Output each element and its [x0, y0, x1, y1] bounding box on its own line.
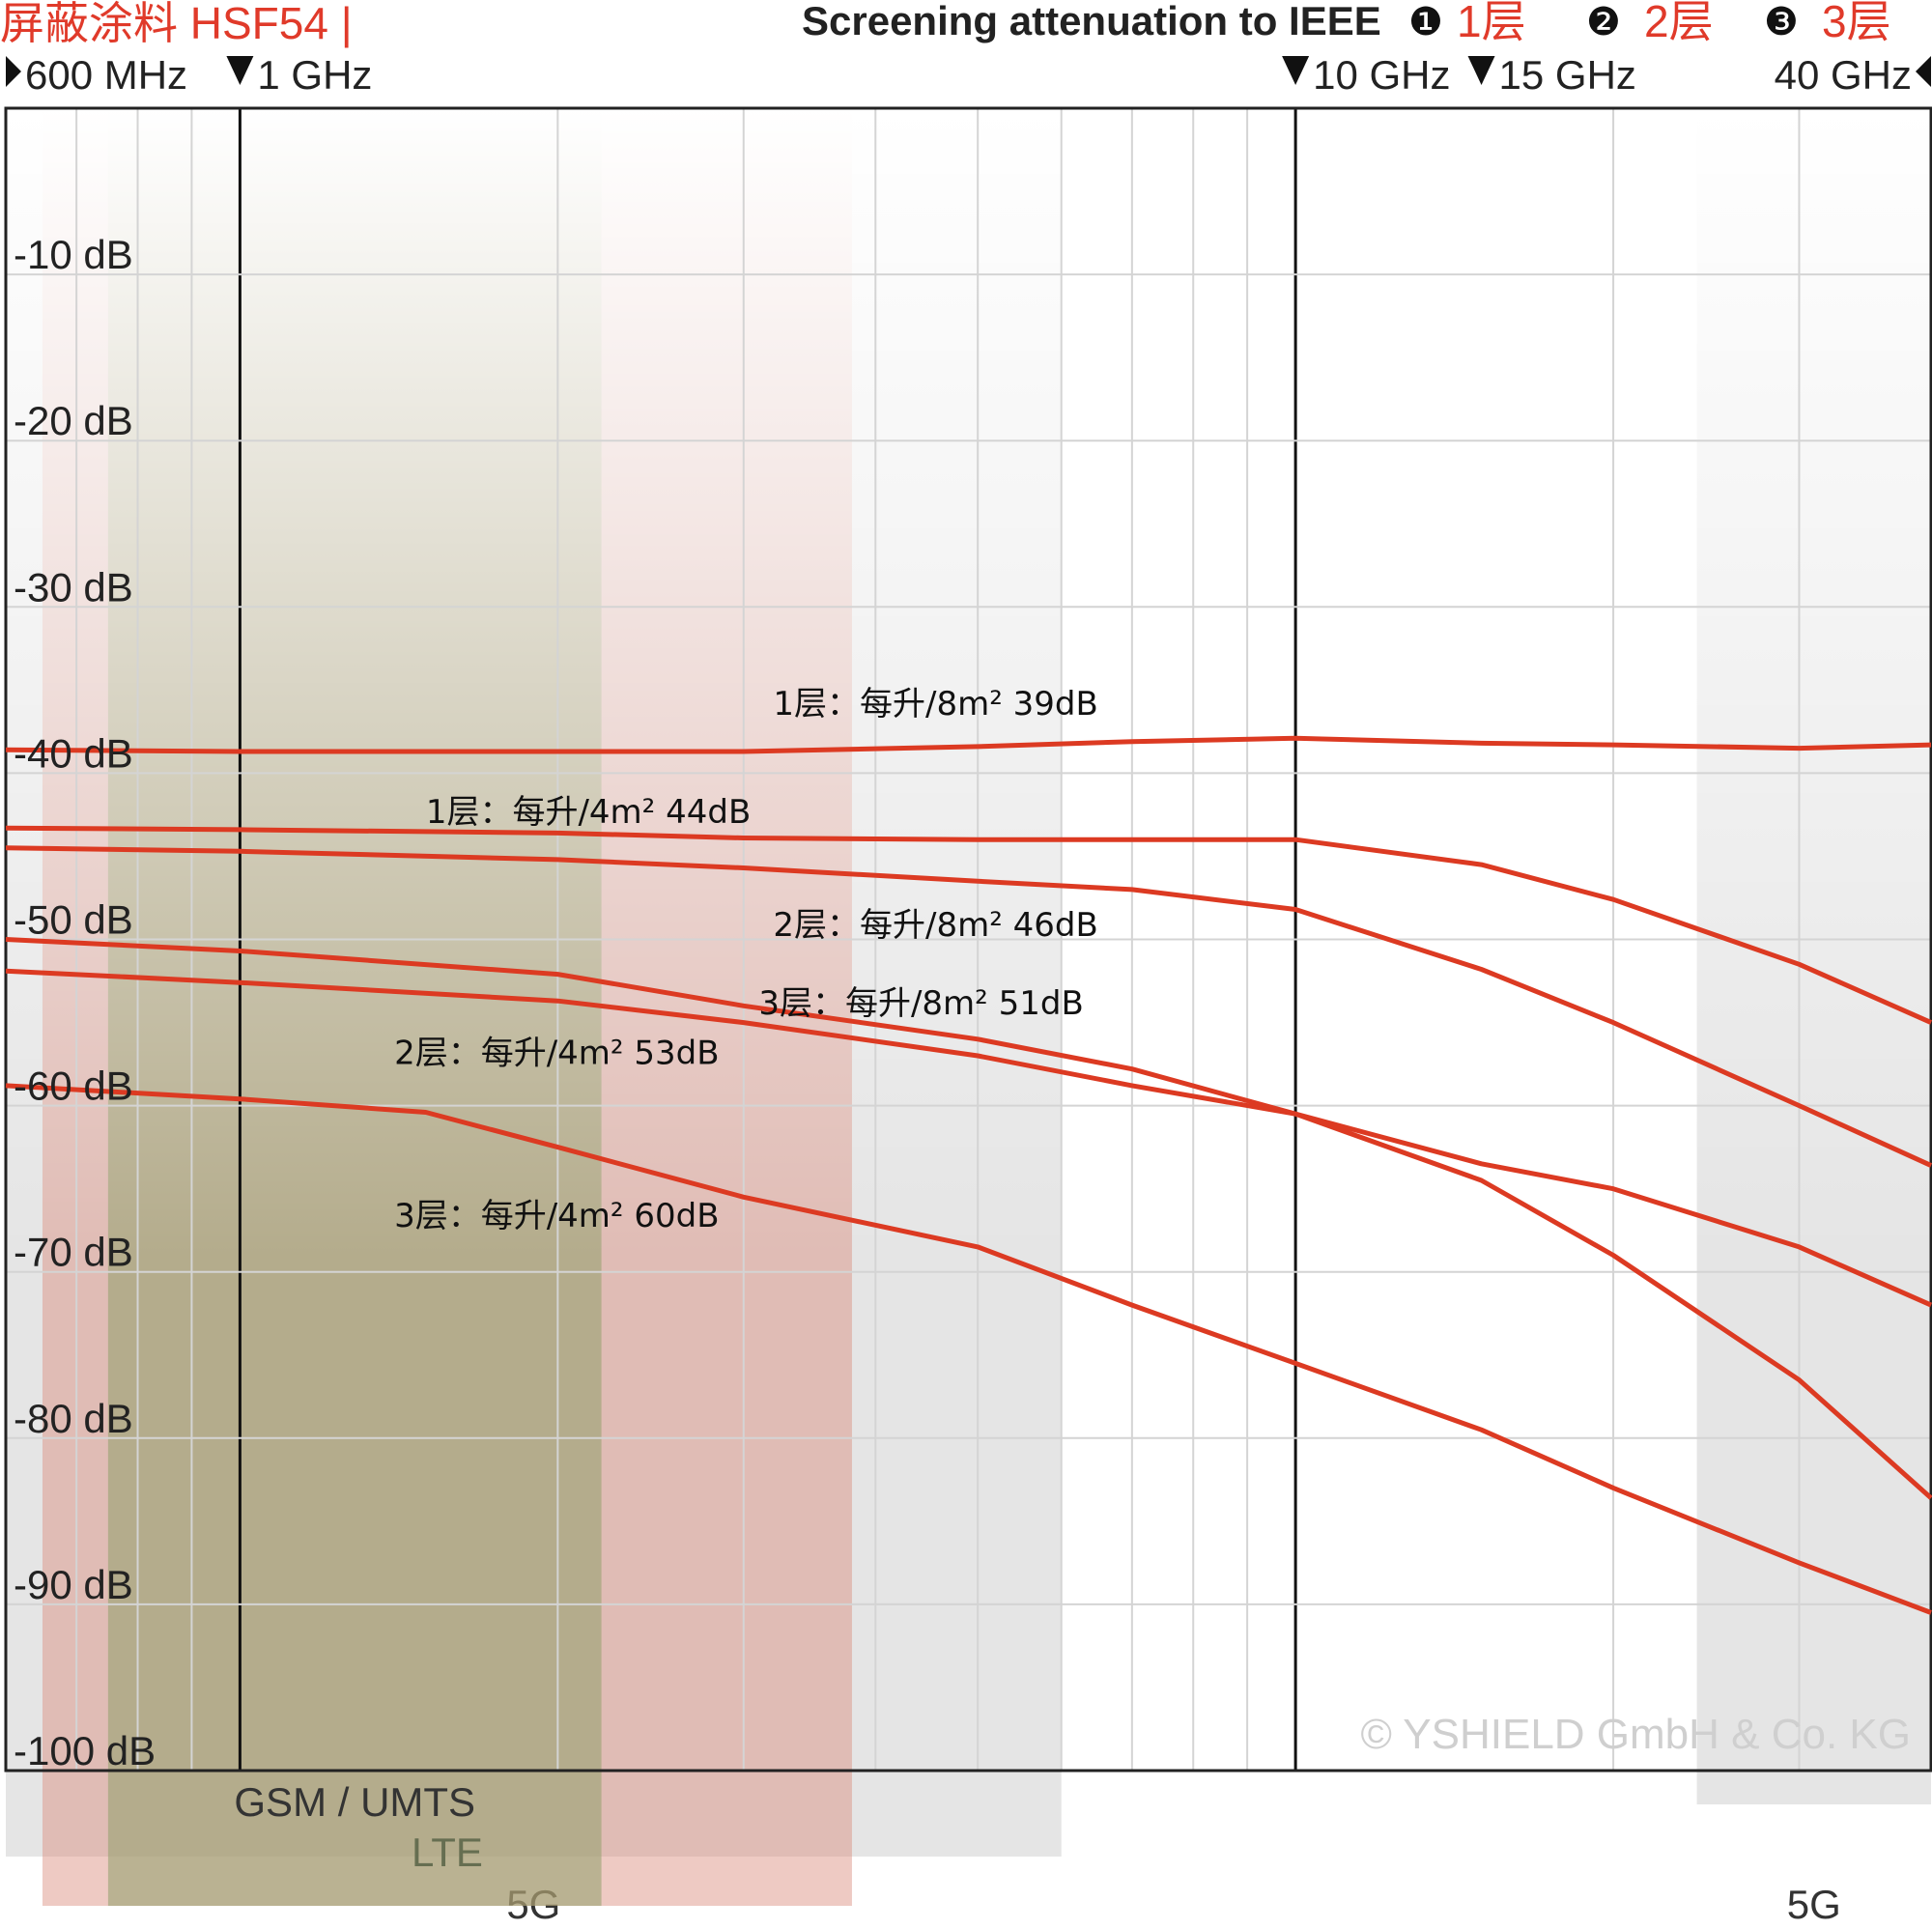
y-tick-label: -50 dB	[14, 897, 133, 943]
series-label-4: 3层：每升/8m² 51dB	[758, 984, 1083, 1023]
frequency-bands: 5G5GLTEGSM / UMTS	[6, 108, 1931, 1927]
series-line-1	[5, 735, 1932, 754]
y-tick-label: -90 dB	[14, 1562, 133, 1607]
y-axis: -10 dB -20 dB -30 dB -40 dB -50 dB -60 dB -70 …	[14, 232, 156, 1773]
product-title: 屏蔽涂料 HSF54 |	[0, 0, 353, 48]
series-label-2: 1层：每升/4m² 44dB	[426, 793, 751, 832]
freq-tick-label: 600 MHz	[25, 52, 187, 98]
legend: ❶ 1层 ❷ 2层 ❸ 3层	[1408, 0, 1891, 46]
y-tick-label: -70 dB	[14, 1230, 133, 1275]
y-tick-label: -80 dB	[14, 1396, 133, 1441]
y-tick-label: -30 dB	[14, 564, 133, 610]
freq-tick-label: 40 GHz	[1775, 52, 1912, 98]
series-label-6: 3层：每升/4m² 60dB	[394, 1197, 719, 1235]
chart-subtitle: Screening attenuation to IEEE	[802, 0, 1381, 43]
series-label-5: 2层：每升/4m² 53dB	[394, 1035, 719, 1073]
freq-tick-4: 15 GHz	[1467, 52, 1636, 98]
freq-tick-3: 10 GHz	[1282, 52, 1451, 98]
freq-tick-label: 10 GHz	[1313, 52, 1450, 98]
series-line-2	[5, 825, 1932, 1025]
band-fade	[6, 108, 1931, 1461]
y-tick-label: -60 dB	[14, 1064, 133, 1109]
freq-marker	[1282, 56, 1310, 85]
frequency-ticks: 600 MHz 1 GHz 10 GHz 15 GHz 40 GHz	[6, 52, 1931, 98]
freq-marker	[226, 56, 254, 85]
freq-tick-1: 600 MHz	[6, 52, 187, 98]
y-tick-label: -40 dB	[14, 730, 133, 776]
legend-marker-3: ❸	[1764, 1, 1799, 43]
y-tick-label: -100 dB	[14, 1728, 156, 1773]
series-line-6	[5, 1083, 1932, 1615]
series-line-4	[5, 937, 1932, 1500]
series-label-1: 1层：每升/8m² 39dB	[773, 685, 1097, 723]
freq-tick-label: 15 GHz	[1499, 52, 1636, 98]
chart-grid	[6, 108, 1931, 1771]
band-label: GSM / UMTS	[234, 1779, 475, 1825]
band-label: 5G	[1787, 1882, 1841, 1927]
freq-tick-5: 40 GHz	[1775, 52, 1931, 98]
legend-marker-2: ❷	[1586, 1, 1621, 43]
y-tick-label: -20 dB	[14, 398, 133, 443]
freq-tick-2: 1 GHz	[226, 52, 372, 98]
data-series	[5, 735, 1932, 1615]
legend-label-1: 1层	[1457, 0, 1526, 46]
freq-marker	[6, 56, 21, 87]
copyright-text: © YSHIELD GmbH & Co. KG	[1360, 1711, 1911, 1758]
series-label-3: 2层：每升/8m² 46dB	[773, 906, 1097, 945]
freq-tick-label: 1 GHz	[257, 52, 372, 98]
legend-label-3: 3层	[1822, 0, 1891, 46]
freq-marker	[1467, 56, 1495, 85]
freq-marker	[1916, 56, 1931, 87]
legend-marker-1: ❶	[1408, 1, 1443, 43]
y-tick-label: -10 dB	[14, 232, 133, 277]
legend-label-2: 2层	[1644, 0, 1714, 46]
series-line-3	[5, 845, 1932, 1168]
series-labels: 1层：每升/8m² 39dB 1层：每升/4m² 44dB 2层：每升/8m² 46…	[394, 685, 1098, 1235]
series-line-5	[5, 968, 1932, 1308]
